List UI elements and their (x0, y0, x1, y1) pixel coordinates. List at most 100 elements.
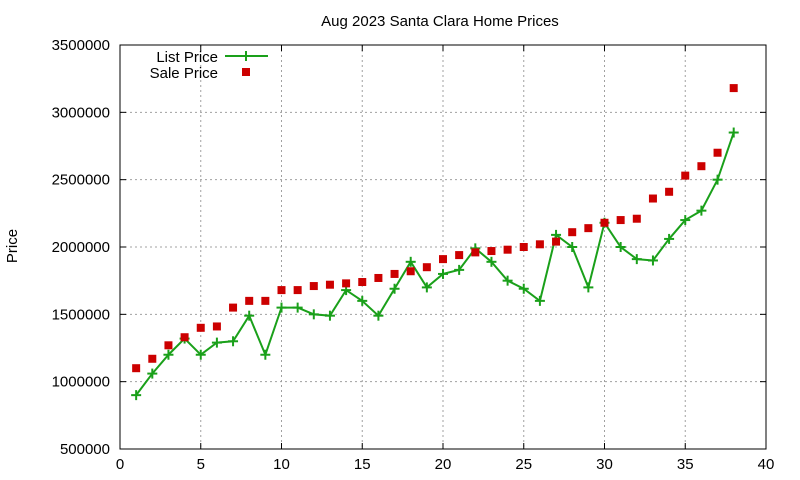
y-tick-label: 2500000 (52, 172, 110, 189)
y-axis-label: Price (4, 229, 21, 263)
sale-price-point (390, 269, 399, 278)
list-price-point (696, 205, 707, 216)
sale-price-point (697, 162, 706, 171)
sale-price-point (229, 303, 238, 312)
list-price-point (228, 336, 239, 347)
list-price-point (438, 268, 448, 279)
sale-price-point (325, 280, 334, 289)
sale-price-point (212, 322, 221, 331)
list-price-point (276, 302, 287, 313)
x-tick-label: 10 (273, 456, 290, 473)
list-price-point (147, 368, 158, 379)
sale-price-point (535, 240, 544, 249)
chart-title: Aug 2023 Santa Clara Home Prices (321, 13, 559, 30)
sale-price-point (648, 194, 657, 203)
sale-price-point (132, 364, 141, 373)
grid-lines (120, 45, 766, 449)
sale-price-point (406, 267, 415, 276)
sale-price-point (632, 214, 641, 223)
sale-price-point (616, 216, 625, 225)
x-tick-label: 25 (515, 456, 532, 473)
list-price-point (631, 254, 642, 265)
legend-label: Sale Price (150, 65, 218, 82)
sale-price-point (503, 245, 512, 254)
x-tick-label: 5 (197, 456, 205, 473)
sale-price-point (277, 286, 286, 295)
sale-price-point (309, 282, 318, 291)
sale-price-point (519, 243, 528, 251)
list-price-point (163, 349, 174, 360)
plot-frame (119, 44, 767, 450)
sale-price-point (164, 341, 173, 350)
sale-price-point (568, 228, 577, 237)
sale-price-point (293, 286, 302, 295)
list-price-point (454, 264, 465, 275)
sale-price-point (180, 333, 189, 342)
y-tick-label: 1000000 (52, 374, 110, 391)
sale-price-point (665, 187, 674, 196)
sale-price-point (471, 248, 480, 257)
y-tick-label: 2000000 (52, 239, 110, 256)
list-price-point (486, 256, 497, 267)
sale-price-point (374, 273, 383, 282)
sale-price-point (713, 148, 722, 157)
x-tick-label: 15 (354, 456, 371, 473)
list-price-point (405, 256, 416, 267)
sale-price-point (552, 237, 561, 246)
list-price-point (664, 233, 675, 244)
list-price-point (712, 174, 723, 185)
tick-labels: 0 5 10 15 20 25 30 35 40 500000 1000000 1500000 2000… (52, 37, 775, 473)
y-tick-label: 3500000 (52, 37, 110, 54)
sale-price-point (245, 296, 254, 305)
list-price-point (421, 282, 432, 293)
sale-price-point (455, 251, 464, 260)
list-price-point (583, 282, 594, 293)
list-price-point (373, 310, 384, 321)
list-price-point (502, 275, 513, 286)
sale-price-point (148, 354, 157, 363)
list-price-point (131, 390, 142, 401)
list-price-line (135, 132, 735, 396)
series-1 (132, 84, 738, 373)
sale-price-point (600, 218, 609, 227)
list-price-point (518, 283, 529, 294)
legend-plus-marker (241, 51, 251, 61)
legend-label: List Price (156, 49, 218, 66)
list-price-point (260, 349, 271, 360)
x-tick-label: 20 (435, 456, 452, 473)
sale-price-point (261, 296, 270, 305)
list-price-point (728, 127, 739, 138)
y-tick-label: 500000 (60, 441, 110, 458)
sale-price-point (681, 171, 690, 180)
y-tick-label: 1500000 (52, 306, 110, 323)
sale-price-point (358, 278, 367, 287)
list-price-point (244, 310, 255, 321)
sale-price-point (584, 224, 593, 233)
series-layer (131, 84, 739, 401)
list-price-point (357, 295, 368, 306)
y-tick-label: 3000000 (52, 104, 110, 121)
list-price-point (389, 283, 400, 294)
list-price-point (195, 349, 206, 360)
sale-price-point (729, 84, 738, 93)
x-tick-label: 35 (677, 456, 694, 473)
sale-price-point (196, 323, 205, 332)
sale-price-point (422, 263, 431, 272)
x-tick-label: 40 (758, 456, 775, 473)
list-price-point (615, 242, 626, 252)
sale-price-point (342, 279, 351, 288)
list-price-point (324, 310, 335, 321)
list-price-point (680, 215, 691, 226)
list-price-point (211, 337, 222, 348)
list-price-point (567, 242, 578, 252)
series-0 (131, 127, 739, 401)
legend-square-marker (242, 68, 250, 76)
list-price-point (647, 255, 658, 266)
sale-price-point (487, 247, 496, 256)
sale-price-point (439, 255, 447, 264)
list-price-point (534, 295, 545, 306)
list-price-point (308, 309, 319, 320)
x-tick-label: 0 (116, 456, 124, 473)
